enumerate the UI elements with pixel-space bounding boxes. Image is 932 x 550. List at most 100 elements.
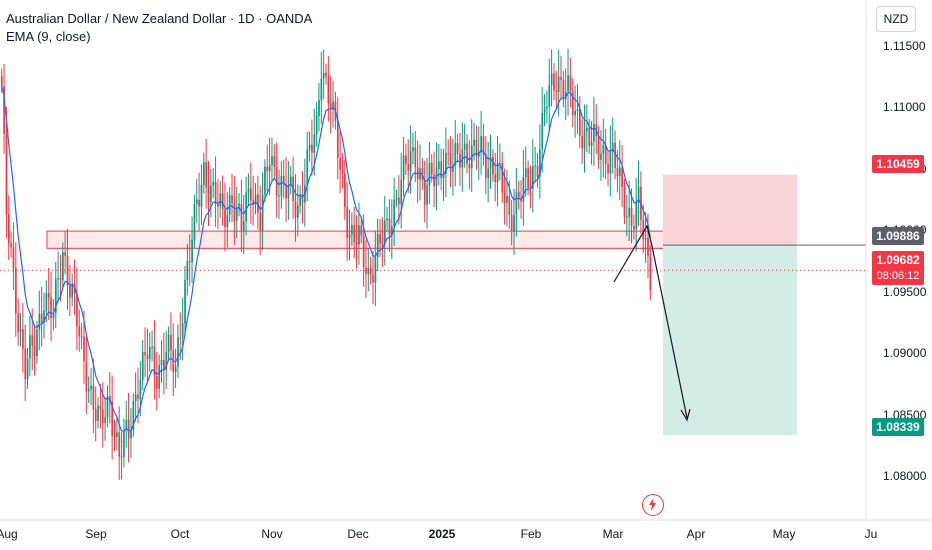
candle-body [217, 203, 219, 207]
candle-body [564, 91, 567, 100]
candle-body [376, 234, 379, 258]
candle-body [647, 238, 649, 257]
candle-body [120, 456, 123, 458]
candle-body [510, 215, 513, 232]
candle-body [318, 100, 320, 116]
candle-body [597, 136, 600, 160]
candle-body [207, 187, 210, 203]
candle-body [313, 134, 316, 153]
candle-body [212, 182, 215, 186]
candle-body [456, 143, 459, 154]
candle-body [132, 400, 135, 431]
candle-body [353, 224, 356, 242]
candle-body [600, 153, 602, 160]
candle-body [499, 162, 501, 164]
candle-body [210, 185, 212, 203]
candle-body [442, 174, 445, 179]
candle-body [452, 165, 454, 172]
candle-body [348, 234, 351, 238]
candle-body [602, 145, 605, 154]
candle-body [64, 251, 67, 256]
candle-body [62, 251, 64, 281]
candle-body [402, 155, 405, 180]
candle-body [233, 203, 236, 221]
candle-body [278, 195, 280, 197]
candle-body [527, 168, 529, 189]
candle-body [541, 113, 544, 150]
candle-body [240, 203, 243, 231]
candle-body [167, 335, 170, 352]
candle-body [367, 267, 370, 274]
candle-body [87, 389, 90, 392]
candle-body [118, 432, 121, 457]
candle-body [560, 76, 562, 80]
projection-arrow-head [680, 408, 691, 422]
candle-body [611, 142, 614, 152]
candle-body [203, 162, 205, 185]
candle-body [71, 283, 74, 298]
projection-path [613, 224, 688, 419]
candle-body [383, 220, 386, 244]
candle-body [101, 409, 104, 424]
candle-body [571, 91, 574, 116]
candle-body [116, 432, 118, 437]
candle-body [50, 297, 52, 319]
candle-body [426, 185, 428, 205]
candle-body [170, 335, 172, 351]
candle-body [141, 352, 144, 380]
candle-body [492, 156, 494, 175]
currency-button[interactable]: NZD [876, 6, 916, 32]
candle-body [224, 209, 226, 227]
candle-body [134, 394, 137, 401]
candle-body [438, 161, 440, 170]
candle-body [626, 216, 628, 218]
candle-body [273, 156, 276, 168]
candle-body [40, 313, 43, 323]
candle-body [153, 346, 156, 376]
candle-body [579, 109, 581, 136]
candle-body [259, 212, 262, 231]
candle-body [247, 188, 250, 193]
candle-body [623, 186, 626, 217]
candle-body [200, 184, 203, 207]
candle-body [226, 214, 229, 227]
candle-body [242, 221, 245, 231]
candle-body [386, 218, 388, 221]
symbol-title: Australian Dollar / New Zealand Dollar ·… [6, 11, 313, 26]
candle-body [214, 182, 217, 204]
last-price-value: 1.09682 [876, 253, 920, 267]
candle-body [186, 260, 189, 280]
candle-body [485, 154, 487, 178]
candle-body [644, 238, 647, 240]
candle-body [449, 153, 452, 172]
candle-body [228, 195, 231, 215]
candle-body [524, 168, 527, 178]
candle-body [557, 76, 560, 92]
candle-body [38, 313, 41, 330]
candle-body [381, 243, 384, 245]
candle-body [548, 84, 551, 107]
candle-body [285, 183, 287, 199]
candle-body [66, 255, 69, 286]
time-tick-label: Nov [261, 527, 283, 541]
candle-body [177, 337, 179, 367]
candle-body [407, 164, 410, 171]
candle-body [294, 201, 297, 218]
candle-body [405, 155, 407, 165]
candle-body [428, 162, 431, 186]
candle-body [539, 149, 541, 177]
flash-icon[interactable] [642, 494, 664, 516]
candle-body [581, 135, 584, 149]
candle-body [344, 173, 346, 208]
candle-body [351, 224, 353, 235]
candle-body [372, 274, 374, 283]
candle-body [33, 345, 36, 357]
bar-countdown: 08:06:12 [876, 270, 920, 282]
candle-body [607, 164, 609, 174]
candle-body [546, 106, 548, 109]
candle-body [299, 193, 302, 206]
candle-body [614, 142, 616, 169]
candle-body [12, 247, 15, 269]
candle-body [586, 127, 588, 132]
